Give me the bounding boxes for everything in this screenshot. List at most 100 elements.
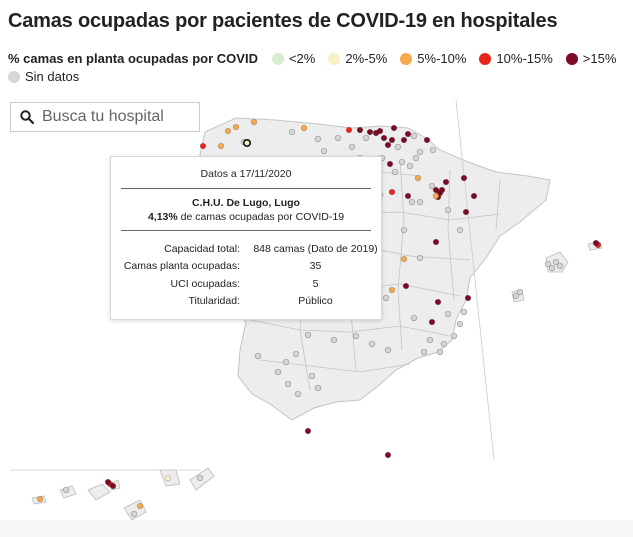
hospital-marker[interactable] — [366, 128, 374, 136]
hospital-marker[interactable] — [334, 134, 342, 142]
hospital-marker[interactable] — [404, 192, 412, 200]
hospital-marker[interactable] — [400, 136, 408, 144]
hospital-marker[interactable] — [420, 348, 428, 356]
hospital-marker[interactable] — [460, 308, 468, 316]
hospital-marker[interactable] — [428, 318, 436, 326]
hospital-marker[interactable] — [416, 148, 424, 156]
hospital-marker[interactable] — [390, 124, 398, 132]
hospital-marker[interactable] — [109, 482, 117, 490]
hospital-marker[interactable] — [292, 350, 300, 358]
hospital-marker[interactable] — [404, 130, 412, 138]
hospital-marker[interactable] — [406, 162, 414, 170]
hospital-marker[interactable] — [368, 340, 376, 348]
hospital-marker[interactable] — [428, 182, 436, 190]
hospital-marker[interactable] — [224, 127, 232, 135]
hospital-marker[interactable] — [217, 142, 225, 150]
hospital-marker[interactable] — [544, 260, 552, 268]
selected-hospital-marker[interactable] — [243, 139, 252, 148]
hospital-marker[interactable] — [442, 178, 450, 186]
hospital-marker[interactable] — [444, 206, 452, 214]
hospital-marker[interactable] — [388, 188, 396, 196]
hospital-marker[interactable] — [388, 286, 396, 294]
hospital-marker[interactable] — [308, 372, 316, 380]
hospital-marker[interactable] — [450, 332, 458, 340]
hospital-marker[interactable] — [432, 238, 440, 246]
hospital-marker[interactable] — [199, 142, 207, 150]
hospital-marker[interactable] — [330, 336, 338, 344]
hospital-marker[interactable] — [444, 310, 452, 318]
hospital-marker[interactable] — [416, 198, 424, 206]
hospital-marker[interactable] — [552, 258, 560, 266]
hospital-marker[interactable] — [300, 124, 308, 132]
hospital-marker[interactable] — [232, 123, 240, 131]
hospital-marker[interactable] — [391, 168, 399, 176]
hospital-marker[interactable] — [62, 486, 70, 494]
hospital-marker[interactable] — [400, 255, 408, 263]
hospital-marker[interactable] — [398, 158, 406, 166]
hospital-marker[interactable] — [254, 352, 262, 360]
hospital-marker[interactable] — [304, 331, 312, 339]
hospital-marker[interactable] — [394, 143, 402, 151]
hospital-marker[interactable] — [136, 502, 144, 510]
hospital-marker[interactable] — [284, 380, 292, 388]
hospital-marker[interactable] — [356, 126, 364, 134]
hospital-search-input[interactable] — [42, 108, 192, 126]
hospital-marker[interactable] — [348, 143, 356, 151]
hospital-marker[interactable] — [416, 254, 424, 262]
hospital-marker[interactable] — [345, 126, 353, 134]
hospital-marker[interactable] — [314, 135, 322, 143]
hospital-marker[interactable] — [470, 192, 478, 200]
hospital-marker[interactable] — [440, 340, 448, 348]
hospital-marker[interactable] — [456, 226, 464, 234]
hospital-marker[interactable] — [556, 262, 564, 270]
hospital-marker[interactable] — [432, 192, 440, 200]
hospital-search-box[interactable] — [10, 102, 200, 132]
hospital-marker[interactable] — [196, 474, 204, 482]
hospital-marker[interactable] — [288, 128, 296, 136]
hospital-marker[interactable] — [548, 264, 556, 272]
hospital-marker[interactable] — [314, 384, 322, 392]
hospital-marker[interactable] — [294, 390, 302, 398]
hospital-marker[interactable] — [384, 451, 392, 459]
hospital-marker[interactable] — [352, 332, 360, 340]
hospital-marker[interactable] — [36, 495, 44, 503]
hospital-marker[interactable] — [438, 186, 446, 194]
hospital-marker[interactable] — [512, 292, 520, 300]
hospital-marker[interactable] — [408, 198, 416, 206]
hospital-marker[interactable] — [592, 239, 600, 247]
hospital-marker[interactable] — [460, 174, 468, 182]
hospital-marker[interactable] — [426, 336, 434, 344]
hospital-marker[interactable] — [274, 368, 282, 376]
hospital-marker[interactable] — [423, 136, 431, 144]
hospital-marker[interactable] — [456, 320, 464, 328]
hospital-marker[interactable] — [282, 358, 290, 366]
hospital-marker[interactable] — [376, 127, 384, 135]
hospital-marker[interactable] — [429, 146, 437, 154]
hospital-marker[interactable] — [464, 294, 472, 302]
hospital-marker[interactable] — [320, 147, 328, 155]
hospital-marker[interactable] — [516, 288, 524, 296]
hospital-marker[interactable] — [400, 226, 408, 234]
hospital-marker[interactable] — [304, 427, 312, 435]
hospital-marker[interactable] — [104, 478, 112, 486]
hospital-marker[interactable] — [436, 348, 444, 356]
hospital-marker[interactable] — [434, 298, 442, 306]
hospital-tooltip: Datos a 17/11/2020 C.H.U. De Lugo, Lugo … — [110, 156, 382, 320]
hospital-marker[interactable] — [250, 118, 258, 126]
hospital-marker[interactable] — [432, 186, 440, 194]
hospital-marker[interactable] — [382, 294, 390, 302]
hospital-marker[interactable] — [362, 134, 370, 142]
hospital-marker[interactable] — [410, 132, 418, 140]
hospital-marker[interactable] — [388, 136, 396, 144]
hospital-marker[interactable] — [386, 160, 394, 168]
hospital-marker[interactable] — [402, 282, 410, 290]
hospital-marker[interactable] — [412, 154, 420, 162]
hospital-marker[interactable] — [462, 208, 470, 216]
hospital-marker[interactable] — [384, 346, 392, 354]
hospital-marker[interactable] — [410, 314, 418, 322]
hospital-marker[interactable] — [164, 474, 172, 482]
hospital-marker[interactable] — [130, 510, 138, 518]
hospital-marker[interactable] — [380, 134, 388, 142]
hospital-marker[interactable] — [414, 174, 422, 182]
hospital-marker[interactable] — [384, 141, 392, 149]
